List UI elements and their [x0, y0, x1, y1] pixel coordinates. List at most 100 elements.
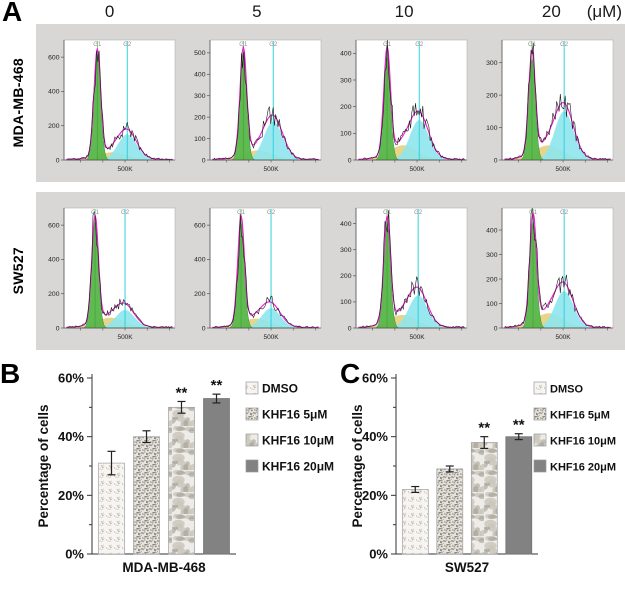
panel-c-label: C [340, 358, 361, 389]
flow-histogram-SW527-5uM: 0 200 400 600 500K G1 G2 [194, 207, 322, 341]
legend-swatch-solid-gray [533, 459, 547, 473]
flow-y-tick-label: 600 [48, 222, 60, 229]
bar-KHF16 10μM [470, 442, 498, 555]
g2-gate-label: G2 [414, 210, 423, 216]
y-axis-label: Percentage of cells [36, 404, 51, 527]
significance-marker: ** [513, 417, 525, 434]
flow-y-tick-label: 400 [194, 72, 206, 79]
flow-histogram-SW527-0uM: 0 200 400 600 500K G1 G2 [48, 207, 176, 341]
legend-swatch-speckle-light [245, 381, 259, 395]
flow-histogram-MDA-MB-468-5uM: 0 100 200 300 400 500 500K G1 G2 [194, 39, 322, 173]
flow-x-axis-label: 500K [409, 166, 425, 173]
g2-gate-label: G2 [267, 210, 276, 216]
y-tick-label: 20% [58, 488, 84, 503]
y-tick-label: 0% [65, 547, 84, 562]
panel-c: C 0% 20% 40% 60% Percentage of cells ** ** SW52… [340, 358, 625, 592]
flow-y-tick-label: 200 [48, 123, 60, 130]
concentration-5: 5 [252, 2, 262, 21]
flow-y-tick-label: 400 [340, 51, 352, 58]
flow-x-axis-label: 500K [263, 334, 279, 341]
legend-label: KHF16 10μM [262, 434, 334, 448]
concentration-0: 0 [104, 2, 115, 21]
g1-gate-label: G1 [383, 210, 392, 216]
flow-y-tick-label: 400 [48, 257, 60, 264]
legend-label: DMSO [262, 382, 298, 396]
y-tick-label: 20% [362, 488, 388, 503]
flow-y-tick-label: 0 [56, 325, 60, 332]
flow-y-tick-label: 100 [486, 125, 498, 132]
g2-gate-label: G2 [560, 42, 569, 48]
g1-gate-label: G1 [383, 42, 392, 48]
panel-b-label: B [0, 358, 21, 389]
panel-a-label: A [2, 0, 23, 27]
flow-y-tick-label: 500 [194, 50, 206, 57]
flow-y-tick-label: 200 [194, 114, 206, 121]
cell-line-label-sw527: SW527 [10, 247, 26, 295]
flow-histogram-MDA-MB-468-10uM: 0 100 200 300 400 500K G1 G2 [340, 39, 468, 173]
concentration-20: 20 [541, 2, 561, 21]
flow-y-tick-label: 200 [486, 276, 498, 283]
legend-label: KHF16 5μM [550, 410, 610, 422]
flow-y-tick-label: 300 [340, 77, 352, 84]
flow-y-tick-label: 0 [202, 325, 206, 332]
concentration-unit: (μM) [586, 2, 622, 21]
bar-DMSO [401, 489, 429, 555]
flow-y-tick-label: 0 [202, 157, 206, 164]
flow-x-axis-label: 500K [117, 166, 133, 173]
flow-histogram-MDA-MB-468-0uM: 0 200 400 600 500K G1 G2 [48, 39, 176, 173]
flow-row-sw527: SW527 0 200 400 600 500K G1 G2 0 200 400 600 500K G1… [0, 192, 625, 350]
y-tick-label: 60% [58, 371, 84, 386]
y-tick-label: 40% [362, 429, 388, 444]
bar-chart-mda-mb-468: 0% 20% 40% 60% Percentage of cells ** ** MDA-MB… [36, 371, 334, 576]
flow-y-tick-label: 600 [48, 54, 60, 61]
significance-marker: ** [176, 384, 188, 401]
bar-KHF16 5μM [436, 468, 464, 555]
g1-gate-label: G1 [239, 42, 248, 48]
bar-DMSO [98, 462, 125, 555]
bar-KHF16 10μM [168, 406, 195, 555]
legend-swatch-solid-gray [245, 459, 259, 473]
flow-histogram-MDA-MB-468-20uM: 0 100 200 300 500K G1 G2 [486, 39, 614, 173]
legend-swatch-speckle-dense [533, 407, 547, 421]
g2-gate-label: G2 [415, 42, 424, 48]
y-tick-label: 60% [362, 371, 388, 386]
row-label-wrap: MDA-MB-468 [0, 24, 36, 182]
flow-x-axis-label: 500K [117, 334, 133, 341]
flow-y-tick-label: 400 [340, 221, 352, 228]
legend-label: KHF16 20μM [550, 462, 616, 474]
flow-y-tick-label: 200 [340, 273, 352, 280]
bar-KHF16 20μM [203, 398, 230, 555]
bar-chart-section: B 0% 20% 40% 60% Percentage of cells ** ** MDA-… [0, 358, 625, 592]
flow-y-tick-label: 100 [486, 301, 498, 308]
concentration-10: 10 [394, 2, 414, 21]
flow-y-tick-label: 400 [486, 227, 498, 234]
flow-y-tick-label: 300 [486, 252, 498, 259]
flow-y-tick-label: 600 [194, 222, 206, 229]
g1-gate-label: G1 [91, 210, 100, 216]
legend-label: KHF16 5μM [262, 408, 327, 422]
flow-y-tick-label: 400 [48, 89, 60, 96]
g2-gate-label: G2 [121, 210, 130, 216]
g2-gate-label: G2 [269, 42, 278, 48]
y-tick-label: 0% [369, 547, 388, 562]
flow-y-tick-label: 0 [348, 157, 352, 164]
flow-y-tick-label: 0 [494, 325, 498, 332]
flow-y-tick-label: 200 [48, 291, 60, 298]
panel-b: B 0% 20% 40% 60% Percentage of cells ** ** MDA-… [0, 358, 340, 592]
flow-y-tick-label: 0 [494, 157, 498, 164]
g2-gate-label: G2 [560, 210, 569, 216]
flow-histogram-SW527-20uM: 0 100 200 300 400 500K G1 G2 [486, 207, 614, 341]
flow-y-tick-label: 300 [194, 93, 206, 100]
flow-y-tick-label: 100 [194, 136, 206, 143]
significance-marker: ** [211, 377, 223, 394]
bar-chart-sw527: 0% 20% 40% 60% Percentage of cells ** ** SW527 D… [350, 371, 616, 576]
g2-gate-label: G2 [123, 42, 132, 48]
flow-y-tick-label: 100 [340, 131, 352, 138]
concentration-header: 0 5 10 20 (μM) [0, 0, 625, 24]
legend-swatch-marble [533, 433, 547, 447]
legend-label: DMSO [550, 384, 583, 396]
y-axis-label: Percentage of cells [350, 404, 365, 527]
x-axis-label: SW527 [445, 560, 489, 575]
g1-gate-label: G1 [93, 42, 102, 48]
flow-plots-row-mda-mb-468: 0 200 400 600 500K G1 G2 0 100 200 300 400 500 500K G1… [36, 24, 625, 182]
